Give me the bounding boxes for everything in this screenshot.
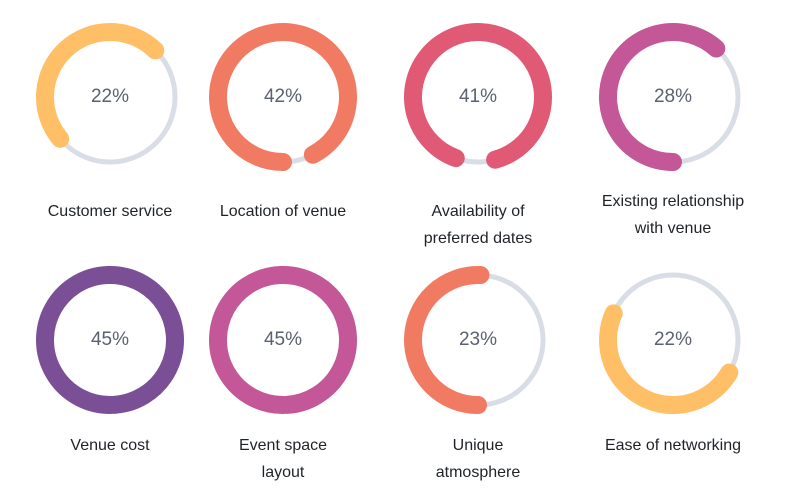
donut-value-arc bbox=[209, 266, 357, 414]
donut-chart bbox=[599, 23, 741, 171]
donut-chart bbox=[404, 23, 552, 169]
donut-percent-label: 41% bbox=[458, 86, 498, 107]
donut-chart bbox=[209, 23, 357, 171]
donut-percent-label: 22% bbox=[90, 86, 130, 107]
donut-percent-label: 28% bbox=[653, 86, 693, 107]
donut-percent-label: 45% bbox=[90, 329, 130, 350]
donut-percent-label: 45% bbox=[263, 329, 303, 350]
donut-category-label: Location of venue bbox=[219, 203, 347, 220]
donut-value-arc bbox=[599, 23, 726, 171]
donut-category-label: Unique atmosphere bbox=[435, 437, 521, 481]
donut-chart bbox=[209, 266, 357, 414]
donut-percent-label: 23% bbox=[458, 329, 498, 350]
donut-category-label: Existing relationship with venue bbox=[601, 193, 745, 237]
donut-chart bbox=[404, 266, 546, 414]
donut-category-label: Event space layout bbox=[238, 437, 328, 481]
donut-chart bbox=[36, 23, 178, 165]
donut-category-label: Customer service bbox=[47, 203, 173, 220]
donut-value-arc bbox=[36, 266, 184, 414]
donut-chart bbox=[599, 272, 741, 414]
donut-percent-label: 22% bbox=[653, 329, 693, 350]
donut-category-label: Availability of preferred dates bbox=[423, 203, 533, 247]
donut-value-arc bbox=[599, 304, 739, 414]
donut-percent-label: 42% bbox=[263, 86, 303, 107]
donut-chart bbox=[36, 266, 184, 414]
donut-value-arc bbox=[404, 266, 490, 414]
donut-value-arc bbox=[209, 23, 357, 171]
donut-value-arc bbox=[404, 23, 552, 169]
donut-value-arc bbox=[36, 23, 165, 148]
donut-category-label: Venue cost bbox=[70, 437, 150, 454]
donut-category-label: Ease of networking bbox=[604, 437, 742, 454]
